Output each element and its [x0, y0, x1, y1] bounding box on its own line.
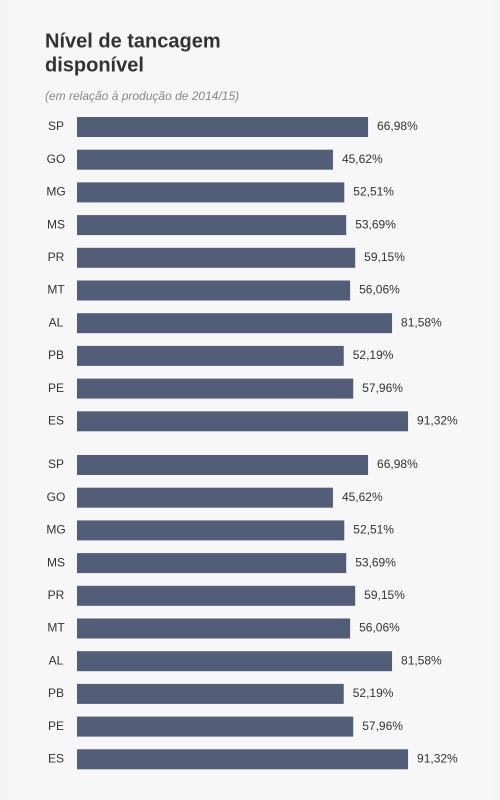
y-tick-label: GO	[47, 490, 66, 504]
y-tick-label: PR	[48, 588, 65, 602]
bar	[77, 149, 333, 170]
y-tick-label: ES	[48, 751, 64, 765]
bar	[77, 749, 409, 770]
value-label: 45,62%	[342, 490, 383, 504]
value-label: 53,69%	[355, 555, 396, 569]
bar	[77, 618, 351, 639]
y-tick-label: PE	[48, 381, 64, 395]
bar	[77, 683, 344, 704]
bar	[77, 520, 345, 541]
value-label: 45,62%	[342, 152, 383, 166]
value-label: 81,58%	[401, 315, 442, 329]
y-tick-label: PR	[48, 250, 65, 264]
bar	[77, 247, 356, 268]
chart-title: disponível	[45, 54, 144, 76]
bar	[77, 553, 347, 574]
bar	[77, 215, 347, 236]
bar	[77, 345, 344, 366]
bar	[77, 117, 369, 137]
value-label: 53,69%	[355, 217, 396, 231]
value-label: 59,15%	[364, 250, 405, 264]
y-tick-label: AL	[49, 653, 64, 667]
value-label: 66,98%	[377, 119, 418, 133]
y-tick-label: SP	[48, 457, 64, 471]
bar	[77, 716, 354, 737]
value-label: 59,15%	[364, 588, 405, 602]
bar	[77, 182, 345, 203]
bar	[77, 585, 356, 606]
chart-title: Nível de tancagem	[45, 30, 221, 52]
value-label: 57,96%	[362, 719, 403, 733]
value-label: 81,58%	[401, 653, 442, 667]
y-tick-label: MT	[47, 283, 65, 297]
y-tick-label: PB	[48, 348, 64, 362]
bar	[77, 280, 351, 301]
bar	[77, 651, 393, 672]
y-tick-label: SP	[48, 119, 64, 133]
y-tick-label: PB	[48, 686, 64, 700]
y-tick-label: MS	[47, 555, 65, 569]
value-label: 52,51%	[353, 185, 394, 199]
value-label: 52,19%	[353, 348, 394, 362]
y-tick-label: GO	[47, 152, 66, 166]
value-label: 56,06%	[359, 283, 400, 297]
value-label: 91,32%	[417, 751, 458, 765]
y-tick-label: PE	[48, 719, 64, 733]
value-label: 57,96%	[362, 381, 403, 395]
bar	[77, 378, 354, 399]
y-tick-label: MG	[46, 185, 65, 199]
y-tick-label: MS	[47, 217, 65, 231]
value-label: 66,98%	[377, 457, 418, 471]
bar	[77, 455, 369, 475]
bar	[77, 411, 409, 432]
value-label: 91,32%	[417, 413, 458, 427]
y-tick-label: MG	[46, 523, 65, 537]
y-tick-label: ES	[48, 413, 64, 427]
y-tick-label: AL	[49, 315, 64, 329]
chart-subtitle: (em relação à produção de 2014/15)	[45, 89, 239, 103]
value-label: 52,19%	[353, 686, 394, 700]
y-tick-label: MT	[47, 621, 65, 635]
value-label: 56,06%	[359, 621, 400, 635]
bar	[77, 487, 333, 508]
bar	[77, 313, 393, 334]
value-label: 52,51%	[353, 523, 394, 537]
